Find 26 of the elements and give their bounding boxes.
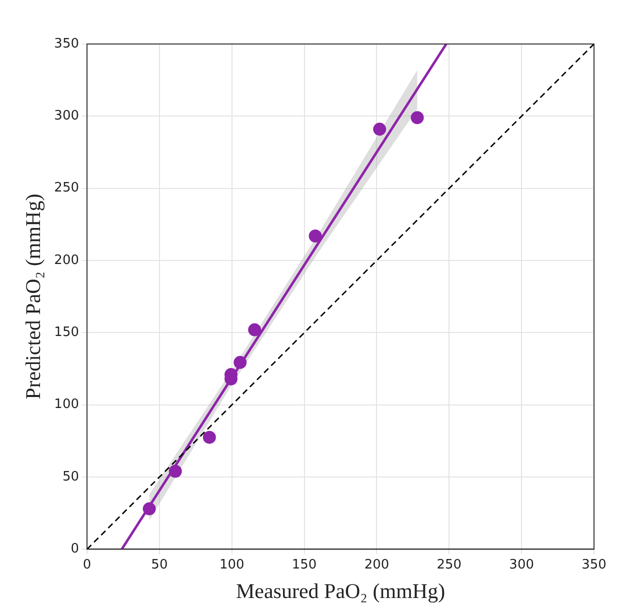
x-tick-label: 0 [82,557,92,572]
y-tick-label: 50 [62,469,80,484]
point [168,464,182,478]
x-tick-label: 300 [509,557,534,572]
x-tick-label: 50 [151,557,168,572]
point [373,122,386,136]
point [410,111,424,124]
y-tick-label: 150 [54,325,80,340]
y-tick-label: 350 [54,36,80,52]
x-tick-label: 250 [436,557,462,572]
x-tick-label: 100 [219,557,244,572]
y-tick-label: 250 [54,180,80,196]
x-tick-label: 350 [582,557,606,572]
x-tick-label: 150 [292,557,317,572]
y-axis-title: Predicted PaO₂ (mmHg) [21,194,46,400]
point [308,229,322,242]
y-tick-label: 200 [54,252,80,268]
y-tick-label: 300 [54,108,80,124]
y-tick-label: 0 [70,542,80,557]
point [234,356,247,369]
y-tick-label: 100 [54,397,80,412]
point [202,430,216,444]
x-axis-title: Measured PaO₂ (mmHg) [236,578,446,603]
point [248,323,262,336]
point [142,502,156,516]
x-tick-label: 200 [364,557,390,572]
